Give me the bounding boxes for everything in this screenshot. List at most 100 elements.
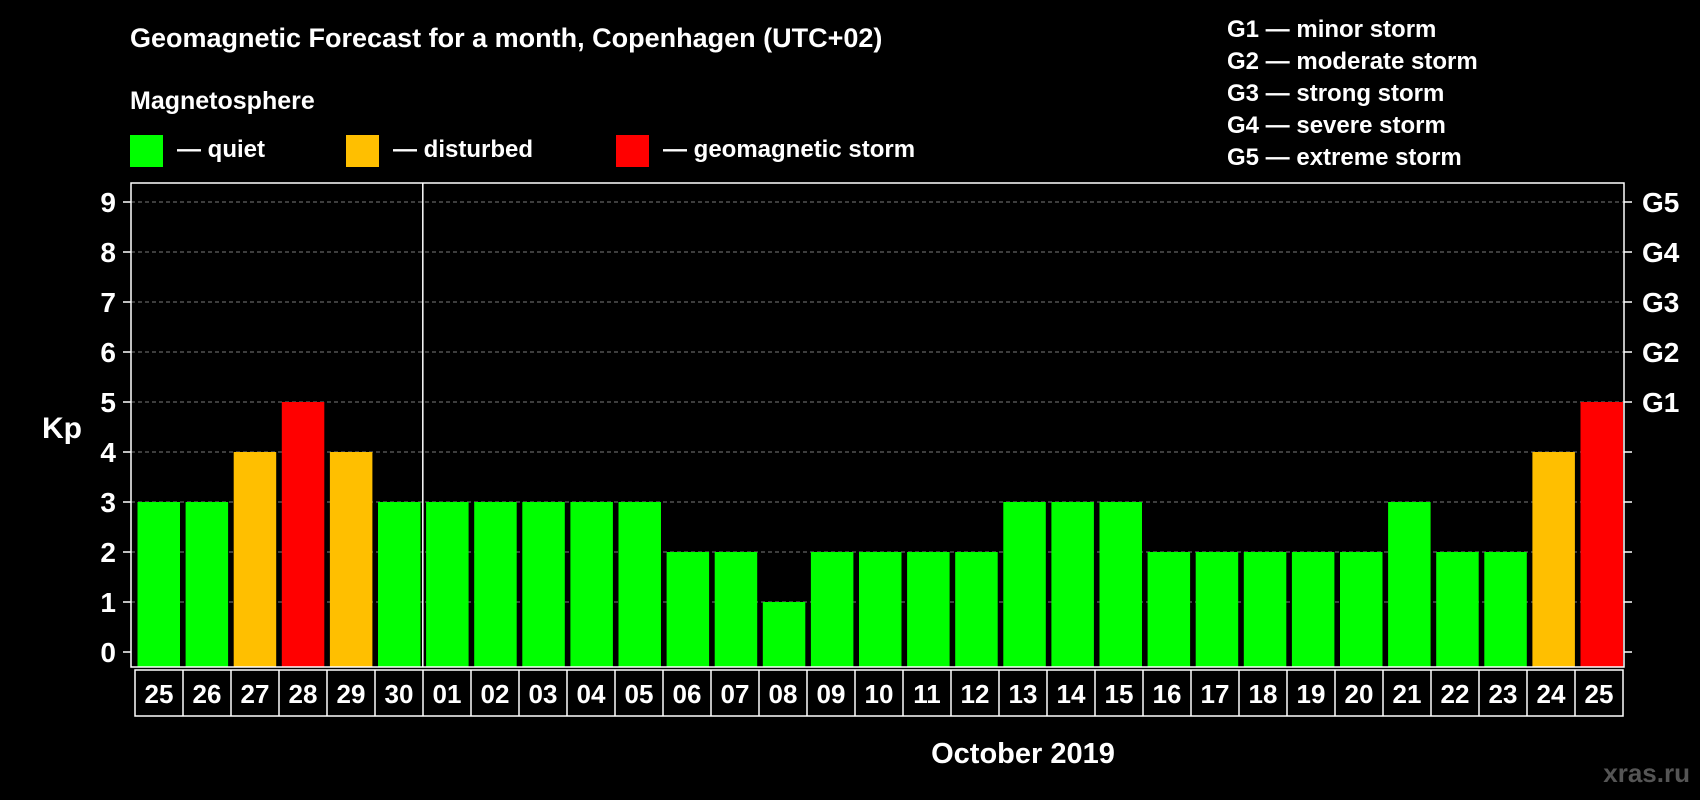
x-tick-label: 25 — [145, 679, 174, 709]
y-tick-label: 1 — [100, 587, 116, 618]
x-tick-label: 29 — [337, 679, 366, 709]
bar-30 — [1532, 452, 1575, 667]
x-tick-label: 09 — [817, 679, 846, 709]
bar-16 — [859, 552, 902, 667]
legend-title: Magnetosphere — [130, 87, 315, 115]
plot-frame — [130, 182, 1625, 668]
bars-layer — [137, 402, 1623, 667]
x-tick-label: 02 — [481, 679, 510, 709]
x-tick-label: 15 — [1105, 679, 1134, 709]
x-tick-label: 24 — [1537, 679, 1566, 709]
legend-swatch-quiet — [130, 135, 163, 167]
x-tick-label: 11 — [913, 679, 941, 709]
x-tick-label: 26 — [193, 679, 222, 709]
right-tick-label-g2: G2 — [1642, 337, 1679, 368]
legend-swatch-storm — [616, 135, 649, 167]
y-tick-label: 4 — [100, 437, 116, 468]
bar-5 — [329, 452, 373, 667]
bar-29 — [1484, 552, 1527, 667]
bar-9 — [522, 502, 565, 667]
legend-label-storm: — geomagnetic storm — [663, 136, 915, 163]
y-tick-label: 9 — [100, 187, 116, 218]
storm-legend-g3: G3 — strong storm — [1227, 80, 1444, 107]
storm-legend-g5: G5 — extreme storm — [1227, 144, 1462, 171]
x-tick-label: 21 — [1393, 679, 1422, 709]
x-tick-label: 07 — [721, 679, 750, 709]
legend-label-disturbed: — disturbed — [393, 136, 533, 163]
y-tick-label: 6 — [100, 337, 116, 368]
x-tick-labels: 25 26 27 28 29 30 01 02 03 04 05 06 07 08 09 10 11 12 13 14… — [134, 669, 1624, 717]
axis-layer: 0 1 2 3 4 5 6 7 8 9 G1 G2 G3 G4 G5 — [100, 183, 1680, 668]
bar-8 — [474, 502, 517, 667]
storm-level-legend: G1 — minor storm G2 — moderate storm G3 … — [1227, 16, 1478, 171]
x-tick-label: 06 — [673, 679, 702, 709]
x-tick-label: 04 — [577, 679, 606, 709]
bar-25 — [1291, 552, 1335, 667]
legend-label-quiet: — quiet — [177, 136, 265, 163]
x-label-frame — [134, 669, 1624, 717]
right-tick-label-g1: G1 — [1642, 387, 1679, 418]
bar-7 — [426, 502, 469, 667]
bar-24 — [1243, 552, 1287, 667]
x-tick-label: 19 — [1297, 679, 1326, 709]
chart-title: Geomagnetic Forecast for a month, Copenh… — [130, 23, 882, 53]
x-tick-label: 30 — [385, 679, 414, 709]
bar-2 — [185, 502, 229, 667]
bar-20 — [1051, 502, 1094, 667]
bar-28 — [1436, 552, 1479, 667]
x-tick-label: 22 — [1441, 679, 1470, 709]
right-tick-label-g4: G4 — [1642, 237, 1680, 268]
bar-13 — [714, 552, 758, 667]
bar-4 — [281, 402, 325, 667]
y-tick-label: 3 — [100, 487, 116, 518]
legend-swatch-disturbed — [346, 135, 379, 167]
bar-19 — [1003, 502, 1046, 667]
bar-23 — [1195, 552, 1239, 667]
bar-15 — [810, 552, 854, 667]
bar-31 — [1580, 402, 1623, 667]
bar-11 — [618, 502, 661, 667]
right-tick-label-g3: G3 — [1642, 287, 1679, 318]
bar-3 — [233, 452, 277, 667]
bar-10 — [570, 502, 613, 667]
x-tick-label: 28 — [289, 679, 318, 709]
bar-1 — [137, 502, 180, 667]
x-tick-label: 10 — [865, 679, 894, 709]
storm-legend-g1: G1 — minor storm — [1227, 16, 1436, 43]
bar-17 — [907, 552, 950, 667]
y-tick-label: 0 — [100, 637, 116, 668]
storm-legend-g4: G4 — severe storm — [1227, 112, 1446, 139]
x-axis-label: October 2019 — [931, 738, 1115, 770]
y-axis-label: Kp — [42, 412, 82, 445]
x-tick-label: 23 — [1489, 679, 1518, 709]
watermark: xras.ru — [1603, 758, 1690, 788]
bar-12 — [666, 552, 710, 667]
bar-14 — [762, 602, 806, 667]
storm-legend-g2: G2 — moderate storm — [1227, 48, 1478, 75]
x-tick-label: 05 — [625, 679, 654, 709]
x-tick-label: 08 — [769, 679, 798, 709]
x-tick-label: 01 — [433, 679, 462, 709]
x-tick-label: 20 — [1345, 679, 1374, 709]
x-tick-label: 16 — [1153, 679, 1182, 709]
bar-22 — [1147, 552, 1191, 667]
bar-27 — [1388, 502, 1431, 667]
y-tick-label: 2 — [100, 537, 116, 568]
y-tick-label: 8 — [100, 237, 116, 268]
x-tick-label: 18 — [1249, 679, 1278, 709]
x-tick-label: 25 — [1585, 679, 1614, 709]
color-legend: — quiet — disturbed — geomagnetic storm — [130, 135, 915, 167]
x-tick-label: 12 — [961, 679, 990, 709]
x-tick-label: 17 — [1201, 679, 1230, 709]
bar-18 — [955, 552, 998, 667]
right-tick-label-g5: G5 — [1642, 187, 1679, 218]
x-tick-label: 03 — [529, 679, 558, 709]
y-tick-label: 7 — [100, 287, 116, 318]
bar-21 — [1099, 502, 1142, 667]
x-tick-label: 14 — [1057, 679, 1086, 709]
y-tick-label: 5 — [100, 387, 116, 418]
bar-26 — [1340, 552, 1383, 667]
bar-6 — [378, 502, 421, 667]
x-tick-label: 13 — [1009, 679, 1038, 709]
